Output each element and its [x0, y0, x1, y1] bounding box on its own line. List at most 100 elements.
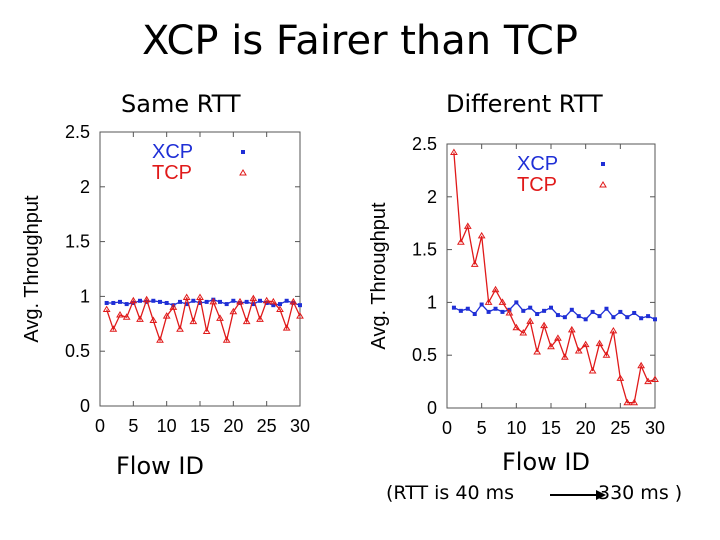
point-tcp	[560, 353, 569, 360]
point-xcp	[604, 306, 609, 311]
point-tcp	[136, 315, 144, 322]
point-tcp	[169, 303, 178, 310]
point-xcp	[625, 315, 630, 320]
x-tick-label: 5	[477, 418, 487, 438]
point-xcp	[514, 300, 519, 305]
point-tcp	[296, 312, 304, 319]
point-tcp	[484, 298, 493, 305]
series-line-xcp	[453, 301, 656, 321]
chart-different-rtt: Avg. Throughput 0 0.5 1 1.5 2 2.5 0 5 10 15 20 25 30 X…	[368, 134, 665, 438]
point-xcp	[271, 303, 276, 308]
point-tcp	[581, 340, 590, 348]
point-tcp	[470, 260, 479, 267]
point-xcp	[493, 306, 498, 311]
legend-label-xcp: XCP	[152, 141, 193, 163]
point-xcp	[479, 302, 484, 307]
chart-subtitle-same-rtt: Same RTT	[121, 90, 241, 118]
point-xcp	[569, 307, 574, 312]
point-tcp	[547, 342, 555, 350]
point-xcp	[646, 314, 651, 319]
x-tick-label: 15	[190, 416, 210, 436]
point-tcp	[630, 398, 639, 406]
point-tcp	[574, 347, 583, 354]
x-tick-label: 30	[645, 418, 665, 438]
point-xcp	[158, 299, 162, 304]
x-tick-label: 25	[257, 416, 277, 436]
chart-subtitle-different-rtt: Different RTT	[446, 90, 603, 118]
y-tick-label: 1	[427, 292, 437, 312]
plot-frame	[99, 131, 301, 407]
point-tcp	[229, 307, 238, 315]
point-tcp	[249, 294, 258, 302]
point-tcp	[202, 327, 211, 334]
point-tcp	[491, 285, 500, 293]
point-tcp	[209, 297, 218, 305]
point-tcp	[289, 297, 298, 305]
y-tick-label: 0.5	[412, 345, 437, 365]
point-xcp	[284, 298, 289, 303]
point-tcp	[616, 374, 625, 381]
point-xcp	[104, 300, 109, 305]
chart-different-rtt-xlabel: Flow ID	[502, 448, 590, 476]
legend-label-xcp: XCP	[517, 153, 558, 175]
point-tcp	[176, 325, 184, 332]
point-tcp	[595, 339, 604, 347]
y-tick-label: 2.5	[65, 122, 90, 142]
point-xcp	[451, 305, 456, 310]
legend-marker-tcp	[599, 181, 607, 188]
point-xcp	[231, 298, 236, 303]
point-xcp	[597, 314, 602, 319]
point-tcp	[498, 298, 507, 305]
point-xcp	[251, 302, 256, 307]
y-tick-label: 0	[80, 396, 90, 416]
point-xcp	[298, 303, 302, 308]
point-xcp	[184, 302, 189, 307]
point-tcp	[623, 398, 632, 406]
point-xcp	[618, 309, 623, 314]
point-tcp	[149, 316, 158, 324]
y-axis-title: Avg. Throughput	[368, 202, 390, 350]
point-xcp	[178, 299, 182, 304]
point-tcp	[651, 375, 659, 382]
chart-same-rtt-xlabel: Flow ID	[116, 452, 204, 480]
point-xcp	[244, 299, 249, 304]
chart-same-rtt: Avg. Throughput 0 0.5 1 1.5 2 2.5 0 5 10 15 20 25 30 X…	[21, 122, 310, 436]
point-tcp	[567, 325, 576, 333]
series-line-tcp	[453, 152, 656, 404]
point-tcp	[102, 305, 111, 313]
point-tcp	[505, 308, 514, 316]
slide-title: XCP is Fairer than TCP	[142, 18, 578, 64]
point-tcp	[450, 148, 458, 155]
point-xcp	[224, 302, 229, 307]
point-xcp	[111, 300, 116, 305]
x-tick-label: 20	[223, 416, 243, 436]
point-tcp	[156, 336, 164, 343]
point-tcp	[533, 348, 542, 355]
point-xcp	[583, 317, 588, 322]
y-axis-title: Avg. Throughput	[21, 195, 43, 343]
point-tcp	[216, 314, 224, 321]
point-tcp	[456, 238, 465, 245]
point-xcp	[258, 298, 262, 303]
point-tcp	[282, 324, 291, 331]
point-xcp	[562, 315, 567, 320]
y-tick-label: 0	[427, 398, 437, 418]
point-xcp	[486, 309, 491, 314]
point-tcp	[526, 317, 535, 324]
point-xcp	[198, 300, 202, 305]
point-tcp	[222, 336, 231, 343]
point-tcp	[519, 329, 528, 336]
point-xcp	[528, 305, 533, 310]
y-tick-label: 2	[80, 177, 90, 197]
legend-label-tcp: TCP	[517, 174, 557, 196]
point-xcp	[458, 308, 463, 313]
x-tick-label: 15	[541, 418, 561, 438]
point-xcp	[204, 299, 209, 304]
point-tcp	[262, 296, 271, 304]
point-tcp	[477, 231, 486, 239]
point-tcp	[189, 317, 198, 325]
point-xcp	[639, 316, 644, 321]
point-xcp	[191, 298, 196, 303]
x-tick-label: 10	[506, 418, 526, 438]
point-xcp	[611, 315, 616, 320]
